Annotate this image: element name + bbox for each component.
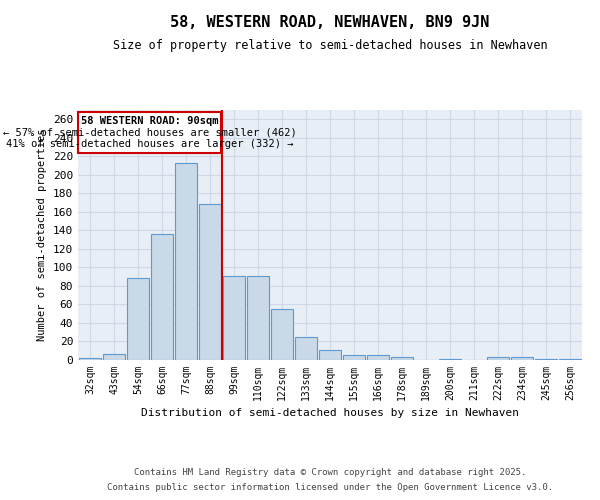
Bar: [151, 234, 173, 360]
Bar: [295, 337, 317, 360]
Bar: [439, 359, 461, 360]
X-axis label: Distribution of semi-detached houses by size in Newhaven: Distribution of semi-detached houses by …: [141, 408, 519, 418]
Bar: [79, 358, 101, 360]
Text: 41% of semi-detached houses are larger (332) →: 41% of semi-detached houses are larger (…: [6, 140, 293, 149]
Bar: [391, 357, 413, 360]
Bar: [367, 356, 389, 360]
Bar: [511, 357, 533, 360]
Y-axis label: Number of semi-detached properties: Number of semi-detached properties: [37, 128, 47, 341]
Bar: [223, 276, 245, 360]
Bar: [175, 163, 197, 360]
Bar: [535, 359, 557, 360]
Bar: [559, 359, 581, 360]
Bar: [343, 356, 365, 360]
Bar: [103, 354, 125, 360]
Bar: [199, 204, 221, 360]
Bar: [487, 357, 509, 360]
Text: Contains HM Land Registry data © Crown copyright and database right 2025.: Contains HM Land Registry data © Crown c…: [134, 468, 526, 477]
Text: 58 WESTERN ROAD: 90sqm: 58 WESTERN ROAD: 90sqm: [81, 116, 218, 126]
Text: Contains public sector information licensed under the Open Government Licence v3: Contains public sector information licen…: [107, 483, 553, 492]
Text: 58, WESTERN ROAD, NEWHAVEN, BN9 9JN: 58, WESTERN ROAD, NEWHAVEN, BN9 9JN: [170, 15, 490, 30]
Bar: [271, 309, 293, 360]
Bar: [319, 350, 341, 360]
Bar: [127, 278, 149, 360]
Text: Size of property relative to semi-detached houses in Newhaven: Size of property relative to semi-detach…: [113, 38, 547, 52]
FancyBboxPatch shape: [79, 112, 221, 152]
Text: ← 57% of semi-detached houses are smaller (462): ← 57% of semi-detached houses are smalle…: [3, 127, 296, 137]
Bar: [247, 276, 269, 360]
